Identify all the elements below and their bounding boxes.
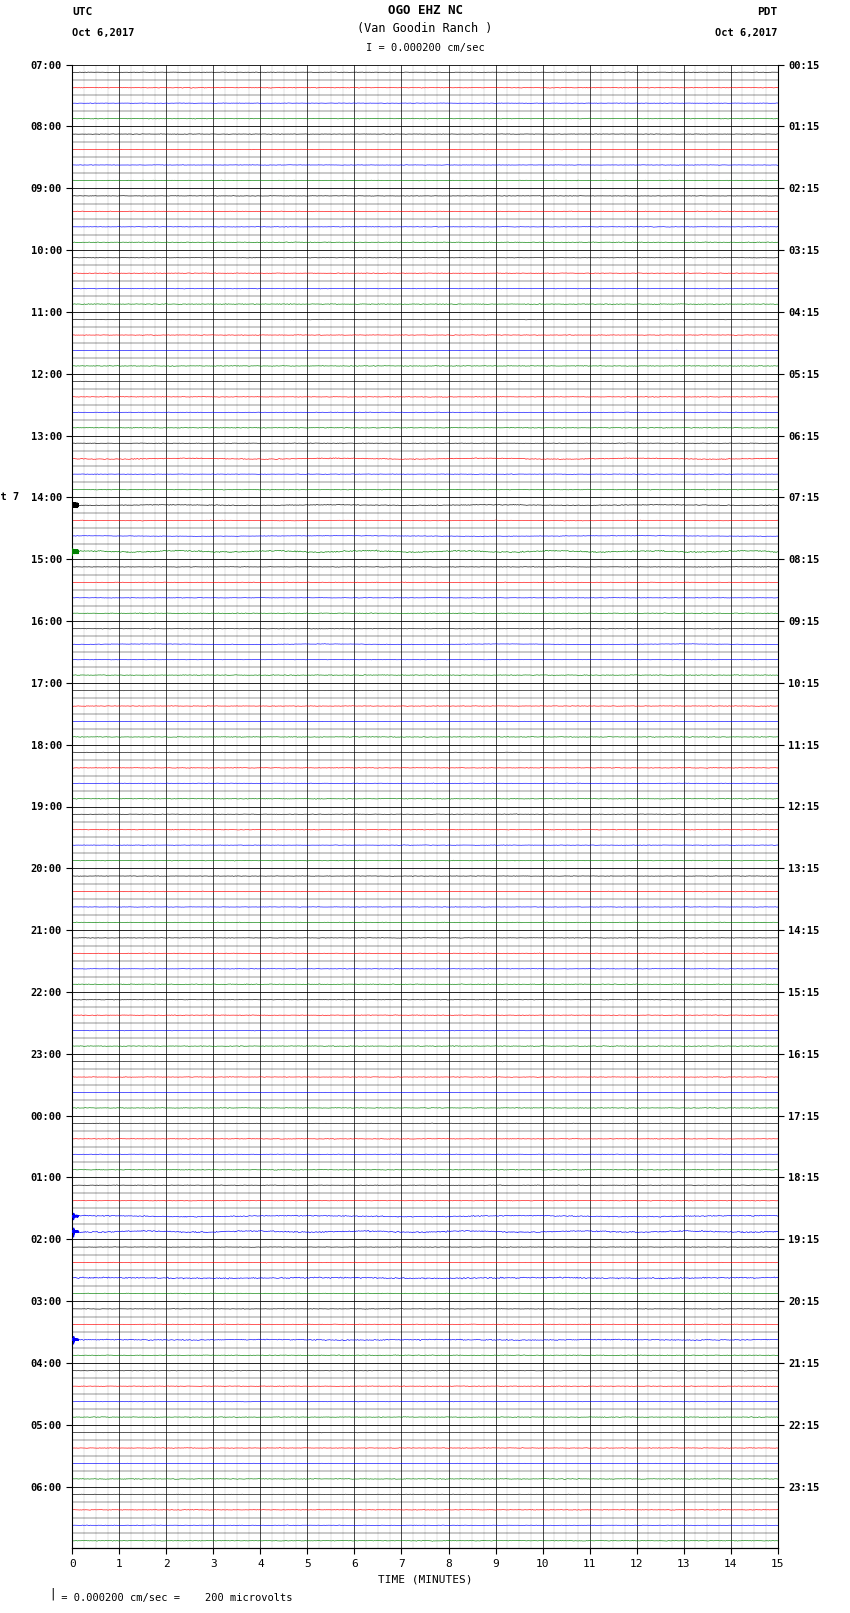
Text: Oct 6,2017: Oct 6,2017 — [72, 27, 135, 37]
Text: Oct 7: Oct 7 — [0, 492, 20, 502]
X-axis label: TIME (MINUTES): TIME (MINUTES) — [377, 1574, 473, 1584]
Text: PDT: PDT — [757, 6, 778, 18]
Text: Oct 6,2017: Oct 6,2017 — [715, 27, 778, 37]
Text: (Van Goodin Ranch ): (Van Goodin Ranch ) — [357, 23, 493, 35]
Text: UTC: UTC — [72, 6, 93, 18]
Text: OGO EHZ NC: OGO EHZ NC — [388, 5, 462, 18]
Text: = 0.000200 cm/sec =    200 microvolts: = 0.000200 cm/sec = 200 microvolts — [55, 1594, 292, 1603]
Text: I = 0.000200 cm/sec: I = 0.000200 cm/sec — [366, 42, 484, 53]
Text: |: | — [42, 1587, 58, 1600]
